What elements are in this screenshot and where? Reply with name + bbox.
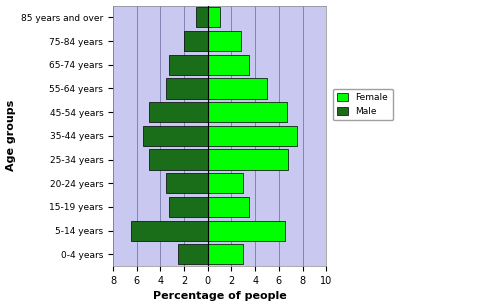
- Bar: [208, 31, 241, 51]
- Bar: [208, 173, 244, 193]
- Bar: [131, 220, 208, 241]
- Bar: [208, 7, 220, 27]
- Bar: [208, 150, 288, 170]
- Bar: [168, 55, 208, 75]
- Bar: [208, 55, 250, 75]
- Bar: [208, 126, 296, 146]
- Bar: [142, 126, 208, 146]
- Bar: [166, 78, 208, 99]
- Bar: [148, 102, 208, 122]
- Bar: [208, 78, 267, 99]
- Bar: [178, 244, 208, 264]
- Bar: [208, 220, 285, 241]
- Bar: [208, 197, 250, 217]
- Y-axis label: Age groups: Age groups: [6, 100, 16, 172]
- Legend: Female, Male: Female, Male: [333, 89, 392, 120]
- Bar: [208, 102, 287, 122]
- Bar: [166, 173, 208, 193]
- Bar: [148, 150, 208, 170]
- Bar: [184, 31, 208, 51]
- Bar: [168, 197, 208, 217]
- X-axis label: Percentage of people: Percentage of people: [153, 291, 286, 301]
- Bar: [196, 7, 208, 27]
- Bar: [208, 244, 244, 264]
